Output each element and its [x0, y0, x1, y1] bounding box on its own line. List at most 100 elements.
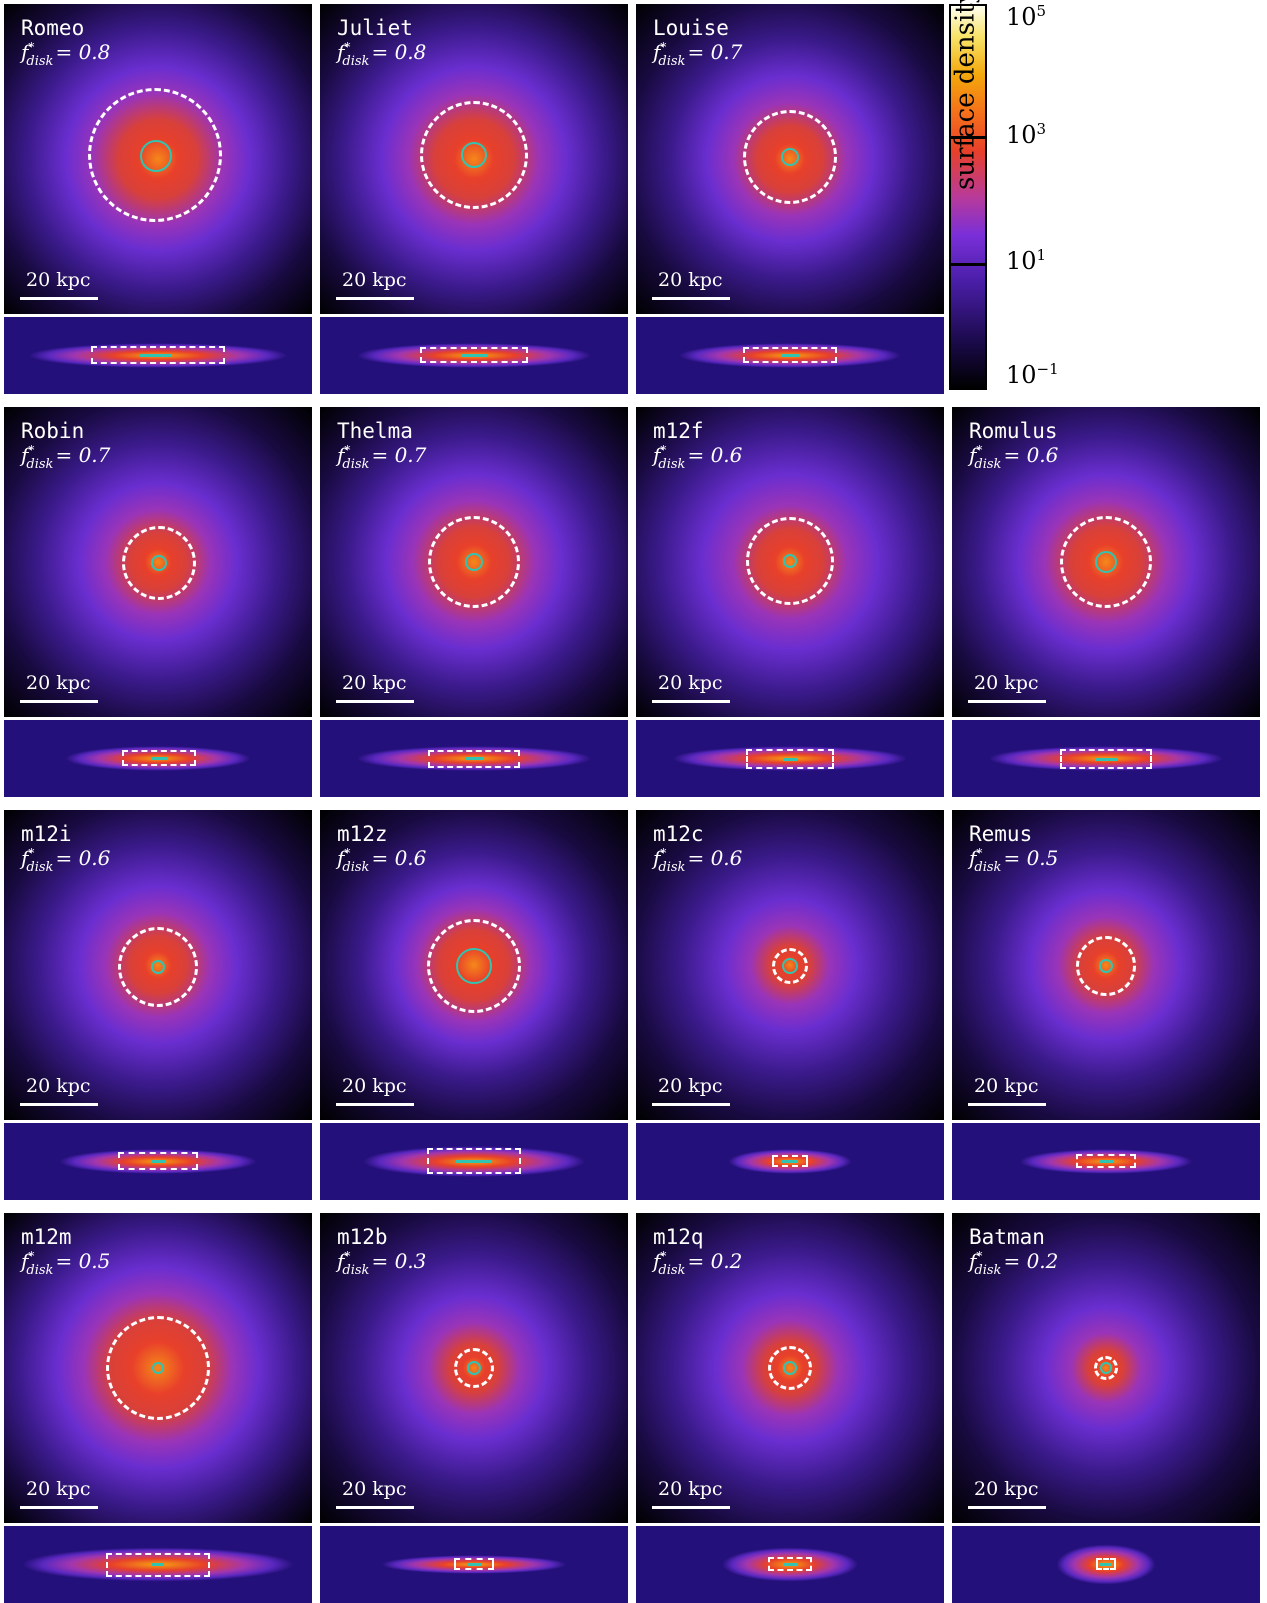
inner-radius-circle	[1095, 551, 1117, 573]
scale-bar	[652, 1103, 730, 1106]
edge-on-panel-m12b	[320, 1526, 628, 1603]
dashed-radius-circle	[746, 517, 834, 605]
scale-bar	[336, 1506, 414, 1509]
dashed-height-box	[118, 1152, 198, 1170]
scale-bar	[968, 1506, 1046, 1509]
dashed-height-box	[1076, 1154, 1136, 1168]
edge-on-panel-robin	[4, 720, 312, 797]
scale-bar	[968, 1103, 1046, 1106]
galaxy-name: Remus	[969, 822, 1033, 846]
inner-radius-circle	[465, 553, 483, 571]
dashed-radius-circle	[1094, 1356, 1118, 1380]
dashed-radius-circle	[743, 110, 837, 204]
scale-bar	[336, 297, 414, 300]
colorbar-tick	[949, 263, 987, 266]
disk-fraction-label: f*disk = 0.5	[969, 846, 1059, 875]
inner-disk-line	[151, 757, 167, 760]
inner-radius-circle	[1099, 959, 1113, 973]
inner-radius-circle	[783, 1361, 797, 1375]
disk-fraction-label: f*disk = 0.2	[653, 1249, 743, 1278]
scale-bar	[968, 700, 1046, 703]
inner-disk-line	[783, 758, 797, 761]
face-on-panel-romeo: Romeo f*disk = 0.8 20 kpc	[4, 4, 312, 314]
face-on-panel-m12m: m12m f*disk = 0.5 20 kpc	[4, 1213, 312, 1523]
inner-disk-line	[783, 1563, 797, 1566]
galaxy-name: m12q	[653, 1225, 704, 1249]
face-on-panel-robin: Robin f*disk = 0.7 20 kpc	[4, 407, 312, 717]
dashed-radius-circle	[428, 516, 520, 608]
dashed-radius-circle	[772, 948, 808, 984]
disk-fraction-label: f*disk = 0.7	[21, 443, 111, 472]
dashed-height-box	[1096, 1558, 1116, 1570]
disk-fraction-label: f*disk = 0.6	[653, 846, 743, 875]
disk-fraction-label: f*disk = 0.5	[21, 1249, 111, 1278]
galaxy-name: Romeo	[21, 16, 85, 40]
galaxy-name: m12c	[653, 822, 704, 846]
dashed-radius-circle	[118, 927, 198, 1007]
colorbar-tick-label: 105	[1006, 2, 1047, 31]
inner-disk-line	[782, 1160, 798, 1163]
face-on-panel-m12z: m12z f*disk = 0.6 20 kpc	[320, 810, 628, 1120]
inner-disk-line	[1099, 1160, 1113, 1163]
disk-fraction-label: f*disk = 0.6	[969, 443, 1059, 472]
edge-on-panel-thelma	[320, 720, 628, 797]
inner-radius-circle	[781, 148, 799, 166]
face-on-panel-m12q: m12q f*disk = 0.2 20 kpc	[636, 1213, 944, 1523]
inner-radius-circle	[467, 1361, 481, 1375]
face-on-panel-batman: Batman f*disk = 0.2 20 kpc	[952, 1213, 1260, 1523]
scale-bar-label: 20 kpc	[658, 269, 723, 291]
scale-bar-label: 20 kpc	[342, 672, 407, 694]
galaxy-name: m12i	[21, 822, 72, 846]
scale-bar-label: 20 kpc	[26, 672, 91, 694]
inner-disk-line	[1095, 758, 1117, 761]
scale-bar-label: 20 kpc	[342, 1075, 407, 1097]
scale-bar	[20, 1506, 98, 1509]
galaxy-name: Juliet	[337, 16, 413, 40]
inner-disk-line	[456, 1160, 492, 1163]
colorbar-tick-label: 103	[1006, 120, 1047, 149]
face-on-panel-m12f: m12f f*disk = 0.6 20 kpc	[636, 407, 944, 717]
dashed-radius-circle	[768, 1346, 812, 1390]
edge-on-panel-romulus	[952, 720, 1260, 797]
scale-bar-label: 20 kpc	[26, 269, 91, 291]
dashed-radius-circle	[420, 101, 528, 209]
inner-disk-line	[465, 757, 483, 760]
face-on-panel-m12i: m12i f*disk = 0.6 20 kpc	[4, 810, 312, 1120]
colorbar-tick-label: 10−1	[1006, 360, 1059, 389]
inner-radius-circle	[461, 142, 487, 168]
dashed-height-box	[106, 1553, 210, 1577]
edge-on-panel-batman	[952, 1526, 1260, 1603]
scale-bar	[336, 1103, 414, 1106]
face-on-panel-m12b: m12b f*disk = 0.3 20 kpc	[320, 1213, 628, 1523]
edge-on-panel-juliet	[320, 317, 628, 394]
scale-bar	[336, 700, 414, 703]
colorbar-title: surface density (M⊙/pc²)	[950, 0, 981, 190]
disk-fraction-label: f*disk = 0.6	[653, 443, 743, 472]
inner-radius-circle	[783, 554, 797, 568]
scale-bar	[652, 297, 730, 300]
dashed-height-box	[91, 346, 225, 364]
dashed-radius-circle	[88, 88, 222, 222]
scale-bar-label: 20 kpc	[342, 269, 407, 291]
inner-disk-line	[152, 1563, 164, 1566]
scale-bar	[652, 700, 730, 703]
dashed-height-box	[743, 347, 837, 363]
galaxy-name: m12m	[21, 1225, 72, 1249]
dashed-height-box	[427, 1148, 521, 1174]
dashed-height-box	[768, 1557, 812, 1571]
scale-bar-label: 20 kpc	[658, 1075, 723, 1097]
disk-fraction-label: f*disk = 0.7	[653, 40, 743, 69]
edge-on-panel-m12z	[320, 1123, 628, 1200]
face-on-panel-juliet: Juliet f*disk = 0.8 20 kpc	[320, 4, 628, 314]
edge-on-panel-romeo	[4, 317, 312, 394]
dashed-radius-circle	[427, 919, 521, 1013]
face-on-panel-romulus: Romulus f*disk = 0.6 20 kpc	[952, 407, 1260, 717]
scale-bar	[652, 1506, 730, 1509]
inner-disk-line	[140, 354, 172, 357]
disk-fraction-label: f*disk = 0.3	[337, 1249, 427, 1278]
edge-on-panel-m12m	[4, 1526, 312, 1603]
inner-radius-circle	[152, 1362, 164, 1374]
dashed-radius-circle	[1060, 516, 1152, 608]
edge-on-panel-m12q	[636, 1526, 944, 1603]
disk-fraction-label: f*disk = 0.7	[337, 443, 427, 472]
